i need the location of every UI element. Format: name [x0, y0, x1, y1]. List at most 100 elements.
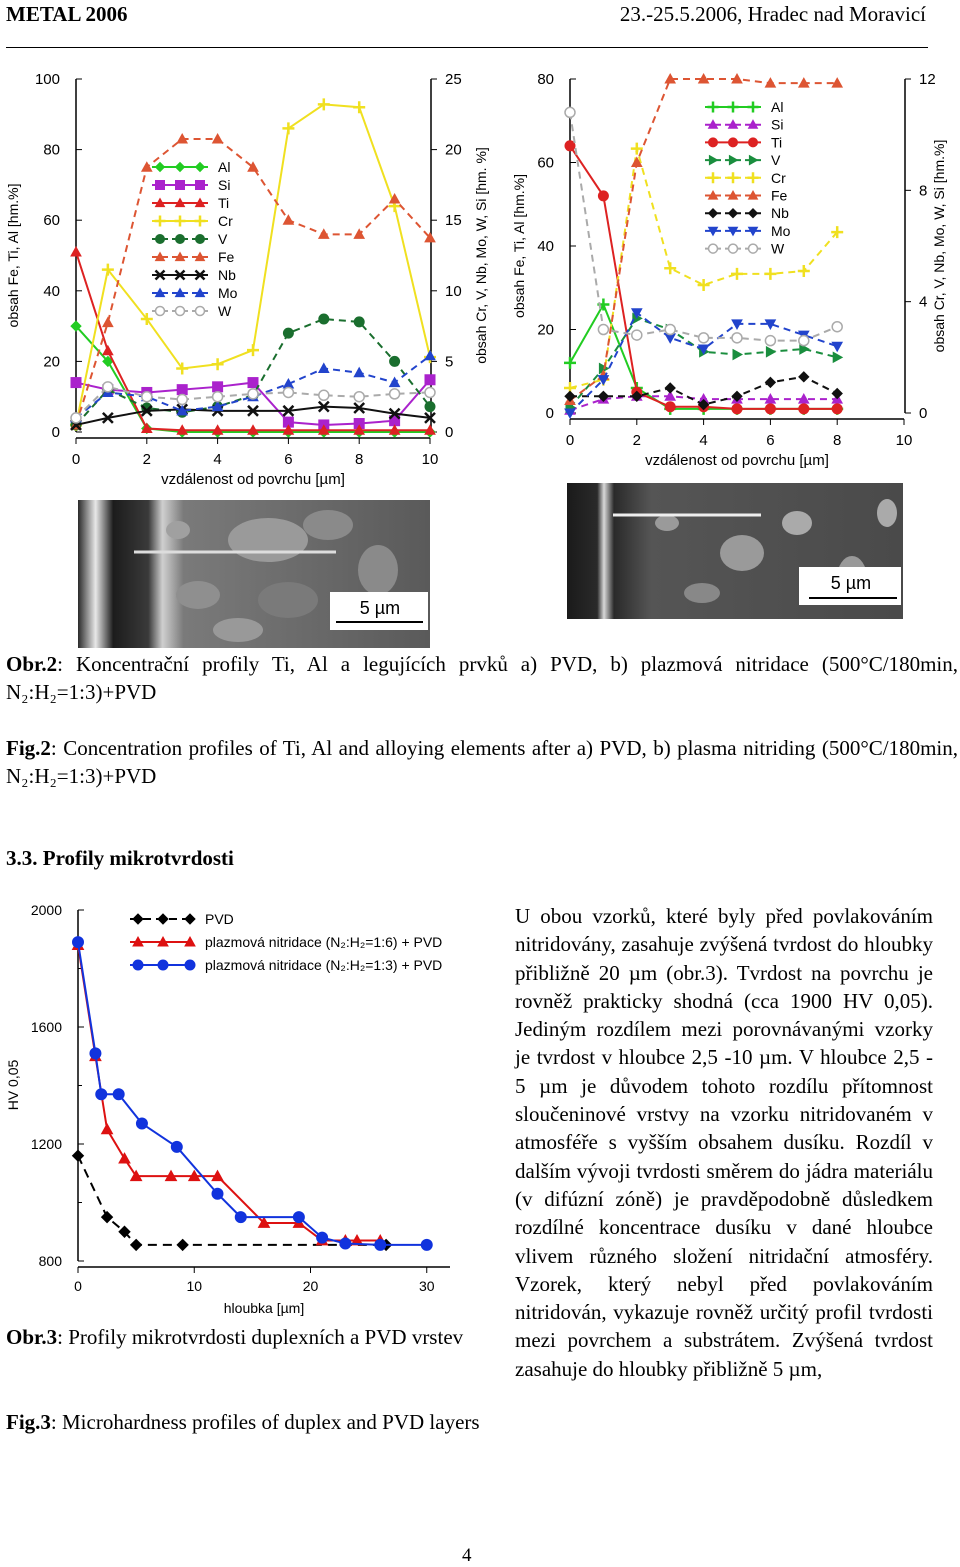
data-point: [154, 287, 166, 298]
data-point: [764, 319, 777, 330]
x-tick-label: 30: [419, 1278, 435, 1294]
data-point: [731, 72, 743, 84]
chart-concentration-nitrided: 0 20 40 60 80 0 4 8 12 0 2 4 6 8 10 vzdálenost od povrc…: [511, 71, 947, 469]
data-point: [154, 161, 166, 173]
data-point: [728, 137, 738, 148]
data-point: [234, 1211, 247, 1224]
data-point: [132, 935, 144, 947]
data-point: [195, 234, 205, 244]
data-point: [184, 959, 196, 971]
data-point: [72, 936, 84, 949]
data-point: [70, 377, 82, 389]
data-point: [664, 390, 677, 401]
data-point: [831, 341, 844, 353]
data-point: [388, 376, 401, 388]
data-point: [317, 228, 330, 239]
data-point: [764, 334, 777, 347]
x-tick-label: 8: [833, 432, 841, 449]
page-number: 4: [462, 1545, 472, 1566]
data-point: [174, 269, 186, 281]
data-point: [247, 161, 259, 172]
data-point: [132, 913, 144, 925]
data-point: [707, 207, 719, 219]
data-point: [831, 77, 844, 88]
data-point: [697, 278, 710, 291]
data-point: [597, 390, 610, 403]
data-point: [424, 411, 436, 424]
data-point: [247, 377, 259, 389]
data-point: [157, 913, 169, 925]
data-point: [697, 398, 710, 411]
data-point: [707, 172, 719, 184]
x-tick-label: 4: [213, 451, 221, 468]
data-point: [211, 400, 224, 412]
data-point: [353, 424, 366, 435]
data-point: [597, 323, 610, 336]
data-point: [140, 404, 153, 417]
data-point: [211, 1169, 224, 1182]
legend-label: Nb: [218, 267, 236, 283]
data-point: [727, 207, 739, 219]
data-point: [747, 172, 759, 184]
sem-texture: 5 µm: [567, 483, 903, 619]
data-point: [831, 320, 843, 333]
data-point: [798, 334, 810, 347]
data-point: [798, 403, 810, 415]
caption-text: : Concentration profiles of Ti, Al and a…: [6, 736, 958, 788]
data-point: [211, 390, 224, 403]
data-point: [389, 355, 401, 367]
data-point: [564, 106, 576, 119]
data-point: [212, 381, 224, 393]
data-point: [748, 137, 758, 148]
data-point: [318, 313, 330, 325]
data-point: [175, 234, 185, 244]
data-point: [353, 390, 365, 403]
caption-fig2-cz: Obr.2: Koncentrační profily Ti, Al a leg…: [6, 650, 958, 706]
legend: PVD plazmová nitridace (N₂:H₂=1:6) + PVD p…: [130, 911, 442, 973]
series-hv: [72, 936, 433, 1251]
data-point: [129, 1169, 143, 1182]
data-point: [95, 1088, 108, 1101]
data-point: [247, 404, 259, 417]
series-line: [569, 145, 838, 410]
data-point: [630, 308, 643, 319]
data-point: [211, 424, 224, 435]
y2-axis-label: obsah Cr, V, Nb, Mo, W, Si [hm.%]: [931, 140, 947, 353]
data-point: [176, 1238, 189, 1252]
y2-tick-label: 12: [919, 71, 936, 88]
data-point: [102, 355, 114, 368]
data-point: [140, 313, 153, 326]
data-point: [70, 412, 82, 424]
data-point: [797, 77, 810, 88]
data-point: [176, 362, 189, 375]
data-point: [727, 172, 739, 184]
series-cr: [564, 142, 844, 394]
data-point: [184, 935, 196, 947]
y2-tick-label: 8: [919, 182, 927, 199]
y-tick-label: 2000: [31, 902, 62, 918]
x-tick-label: 0: [74, 1278, 82, 1294]
data-point: [157, 959, 169, 971]
header-conference: METAL 2006: [6, 2, 128, 26]
data-point: [317, 362, 330, 373]
data-point: [631, 329, 643, 341]
data-point: [316, 1231, 329, 1244]
data-point: [102, 381, 114, 393]
data-point: [318, 389, 330, 402]
y-tick-label: 0: [546, 405, 554, 422]
x-tick-label: 0: [72, 451, 80, 468]
x-tick-label: 6: [284, 451, 292, 468]
data-point: [129, 1238, 143, 1252]
series-line: [569, 112, 838, 342]
x-tick-label: 2: [633, 432, 641, 449]
data-point: [727, 243, 739, 254]
y-tick-label: 60: [43, 212, 60, 229]
sem-image-nitrided: 5 µm: [567, 483, 903, 619]
data-point: [727, 101, 739, 113]
caption-label: Obr.3: [6, 1325, 58, 1349]
data-point: [764, 267, 777, 280]
data-point: [257, 1216, 271, 1228]
data-point: [664, 72, 677, 84]
data-point: [731, 319, 743, 330]
legend-label: Mo: [771, 223, 791, 239]
